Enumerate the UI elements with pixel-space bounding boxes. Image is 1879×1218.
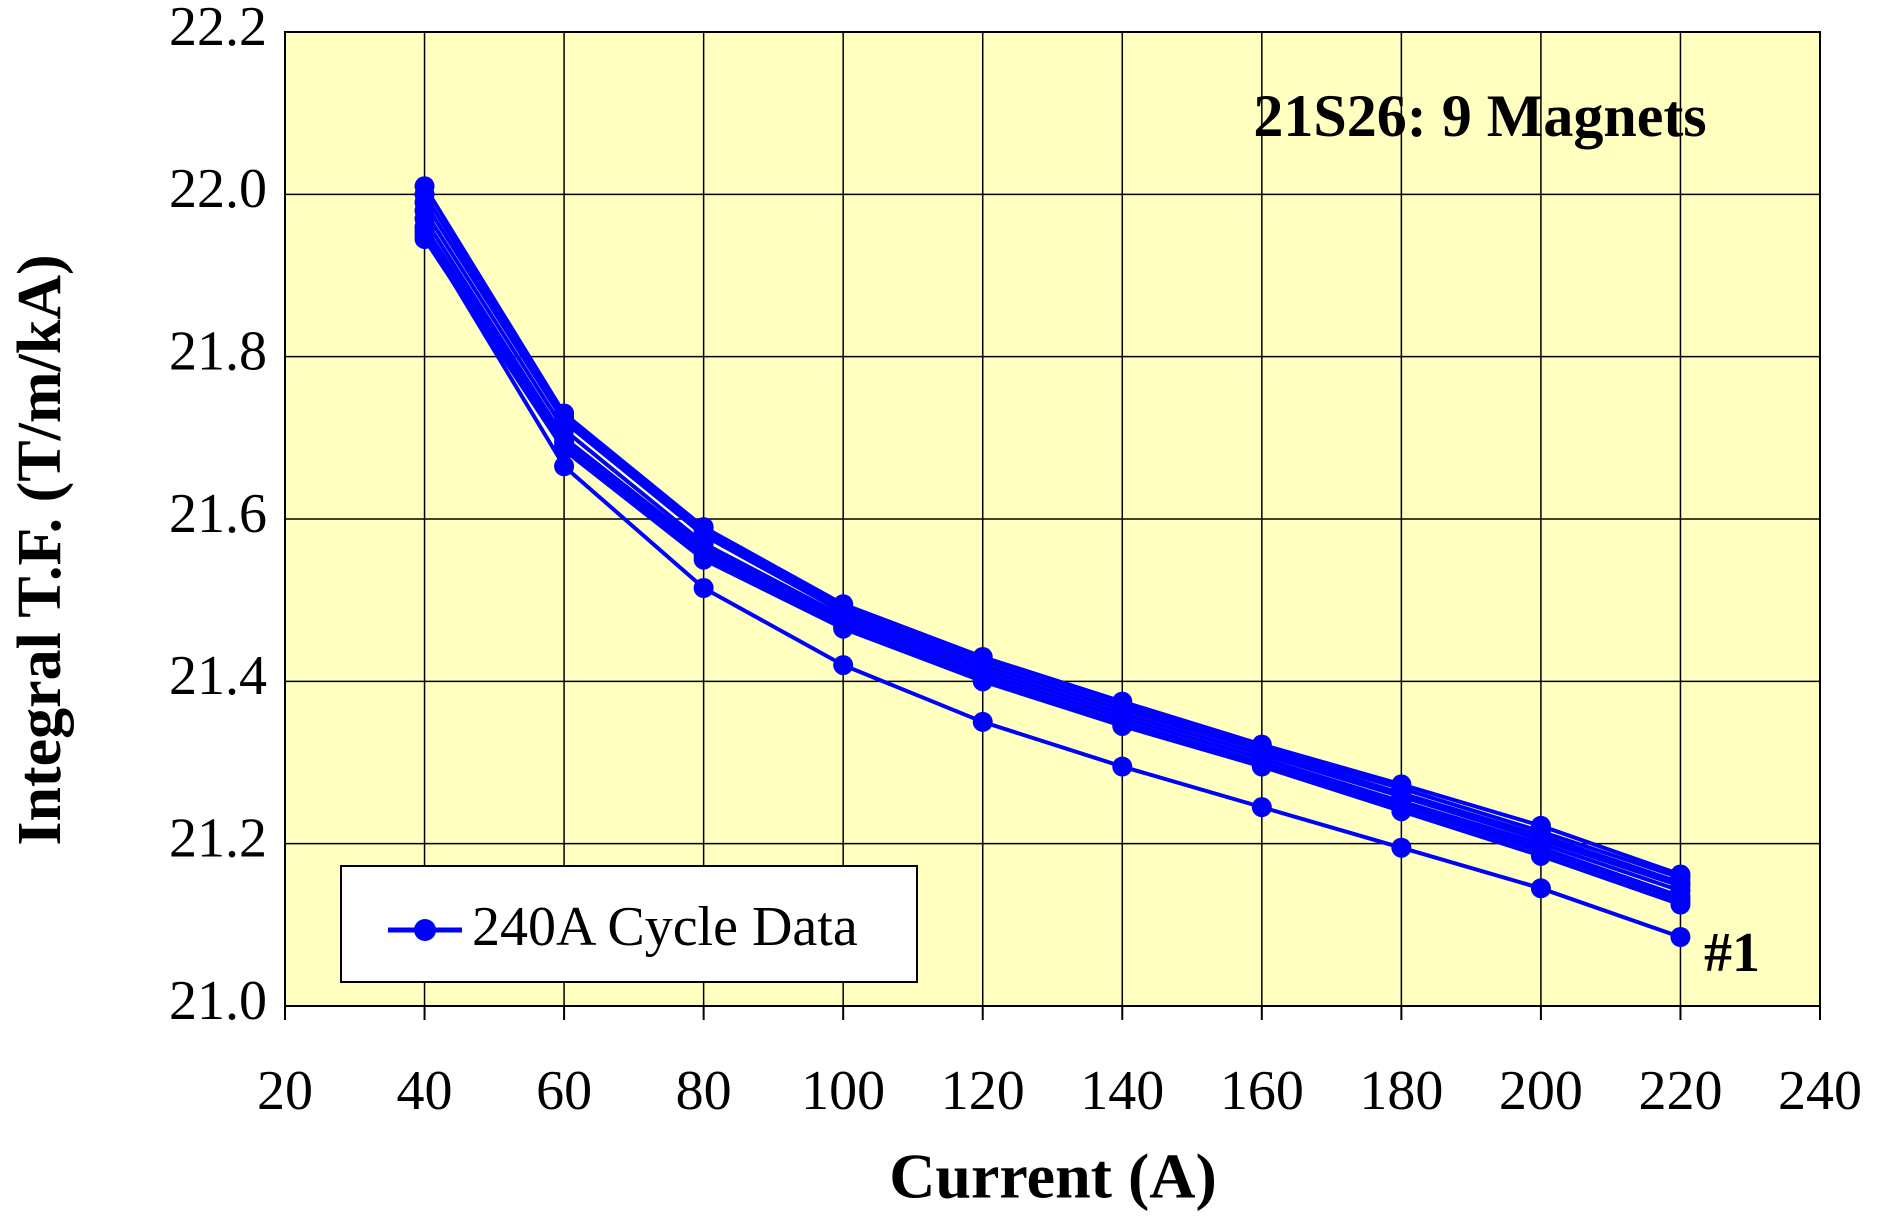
y-tick-label: 21.4 [169, 645, 267, 707]
x-tick-label: 200 [1499, 1060, 1583, 1122]
data-point [1670, 894, 1691, 915]
x-tick-label: 20 [257, 1060, 313, 1122]
data-point [833, 655, 854, 676]
data-point [554, 456, 575, 477]
y-tick-label: 21.6 [169, 483, 267, 545]
x-tick-label: 220 [1638, 1060, 1722, 1122]
x-tick-label: 120 [941, 1060, 1025, 1122]
data-point [1112, 756, 1133, 777]
y-tick-label: 21.8 [169, 321, 267, 383]
series-line [422, 193, 1682, 880]
x-tick-label: 60 [536, 1060, 592, 1122]
x-tick-label: 240 [1778, 1060, 1862, 1122]
x-tick-label: 180 [1359, 1060, 1443, 1122]
data-point [833, 618, 854, 639]
legend-label: 240A Cycle Data [472, 896, 858, 958]
data-point [554, 440, 575, 461]
chart-title: 21S26: 9 Magnets [1253, 83, 1706, 149]
series-line [422, 185, 1682, 877]
y-tick-label: 22.0 [169, 158, 267, 220]
data-point [693, 549, 714, 570]
series-line [422, 201, 1682, 885]
data-point [1391, 801, 1412, 822]
x-tick-label: 80 [676, 1060, 732, 1122]
x-tick-label: 100 [801, 1060, 885, 1122]
data-point [972, 671, 993, 692]
x-tick-label: 40 [397, 1060, 453, 1122]
y-tick-label: 21.2 [169, 808, 267, 870]
data-point [1251, 797, 1272, 818]
y-tick-label: 22.2 [169, 0, 267, 58]
data-point [414, 228, 435, 249]
series-line [422, 233, 1682, 939]
x-tick-label: 160 [1220, 1060, 1304, 1122]
series-line [422, 225, 1682, 899]
y-axis-label: Integral T.F. (T/m/kA) [6, 254, 74, 845]
data-point [1391, 837, 1412, 858]
y-tick-label: 21.0 [169, 970, 267, 1032]
data-point [1530, 845, 1551, 866]
series-line [422, 217, 1682, 893]
data-point [1112, 715, 1133, 736]
data-point [1251, 756, 1272, 777]
legend-box [340, 865, 918, 983]
annotation: #1 [1704, 922, 1760, 984]
legend-marker [414, 919, 436, 941]
x-axis-label: Current (A) [889, 1141, 1217, 1212]
legend: 240A Cycle Data [340, 865, 918, 983]
data-point [693, 577, 714, 598]
data-point [1670, 927, 1691, 948]
series-line [422, 209, 1682, 888]
series-line [422, 237, 1682, 907]
x-tick-label: 140 [1080, 1060, 1164, 1122]
data-point [1530, 878, 1551, 899]
data-point [972, 711, 993, 732]
